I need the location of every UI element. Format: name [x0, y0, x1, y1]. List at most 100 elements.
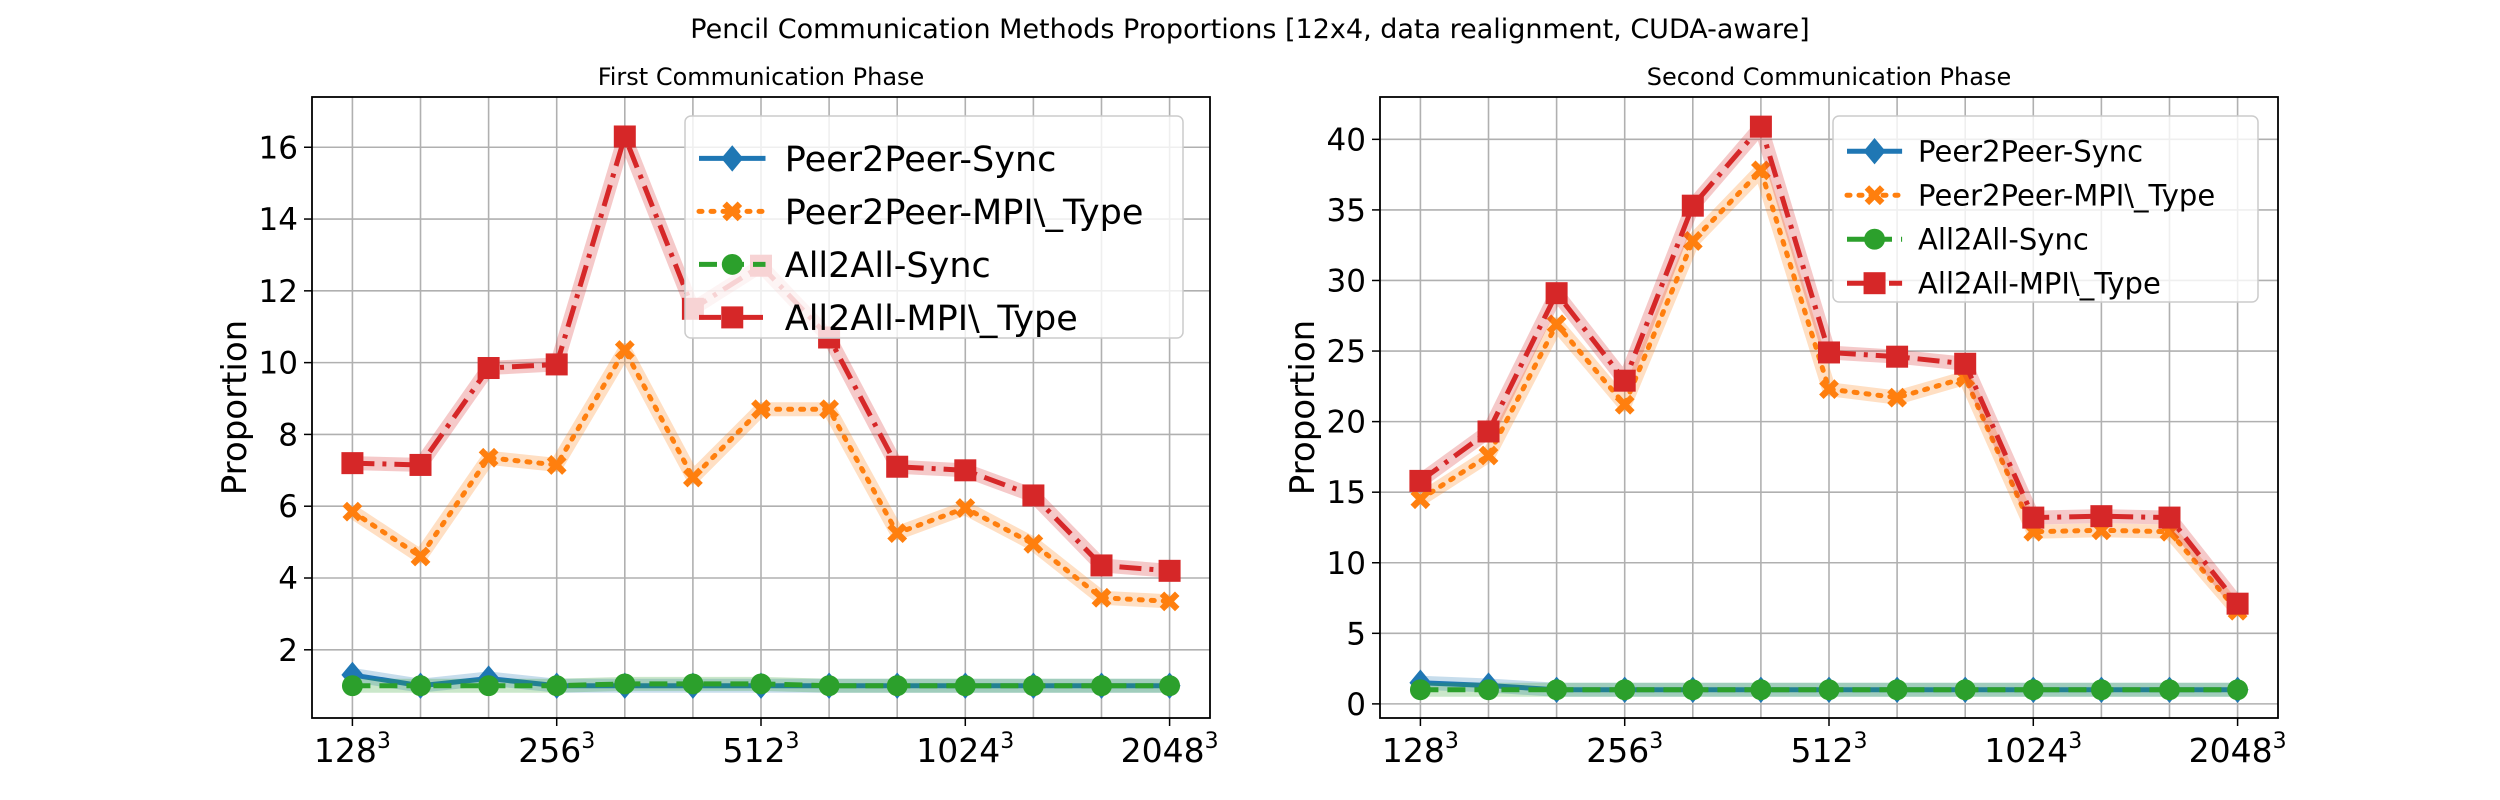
legend-label: Peer2Peer-MPI\_Type [1918, 179, 2215, 213]
data-point [477, 357, 500, 380]
legend-label: Peer2Peer-Sync [785, 140, 1057, 180]
data-point [1023, 534, 1044, 554]
x-tick-label: 10243 [1984, 729, 2082, 770]
data-point [1546, 314, 1567, 335]
legend-marker [721, 253, 743, 275]
data-point [341, 452, 364, 475]
y-tick-label: 40 [1327, 122, 1366, 158]
data-point [341, 661, 364, 689]
data-point [2022, 506, 2045, 529]
data-point [614, 673, 636, 695]
data-point [545, 353, 568, 376]
y-axis-label: Proportion [1283, 320, 1323, 495]
axes-frame [311, 96, 1211, 719]
data-point [750, 673, 772, 695]
data-point [546, 455, 567, 475]
data-point [1818, 679, 1840, 701]
series-all2all-sync [1409, 679, 2249, 701]
series-peer2peer-mpi-type [342, 340, 1180, 612]
data-point [954, 459, 977, 482]
data-point [342, 501, 363, 522]
data-point [1887, 387, 1907, 408]
data-point [1545, 282, 1568, 305]
y-tick-label: 2 [278, 633, 298, 669]
legend-marker [721, 145, 744, 172]
data-point [819, 399, 839, 420]
y-tick-label: 14 [259, 202, 298, 238]
x-tick-label: 2563 [518, 729, 595, 770]
x-tick-label: 5123 [1791, 729, 1868, 770]
data-point [1410, 489, 1431, 510]
data-point [2227, 679, 2249, 701]
data-point [1682, 231, 1703, 251]
data-point [1158, 559, 1181, 582]
data-point [613, 125, 636, 148]
data-point [1614, 679, 1636, 701]
data-point [1749, 115, 1772, 138]
data-point [955, 498, 976, 518]
data-point [478, 447, 499, 468]
data-point [1090, 554, 1113, 577]
y-tick-label: 25 [1327, 334, 1366, 370]
data-point [886, 455, 909, 478]
data-point [682, 673, 704, 695]
series-peer2peer-mpi-type [1410, 160, 2248, 621]
data-point [1613, 369, 1636, 392]
data-point [1546, 679, 1568, 701]
panel-second-communication-phase: Second Communication Phase 0 5 10 15 20 25 30 35… [1283, 63, 2287, 770]
y-tick-label: 15 [1327, 475, 1366, 511]
data-point [1159, 675, 1181, 697]
legend-label: All2All-Sync [1918, 223, 2089, 257]
data-point [751, 399, 771, 420]
data-point [1022, 484, 1045, 507]
data-point [1886, 345, 1909, 368]
data-point [886, 675, 908, 697]
data-point [1818, 341, 1840, 364]
data-point [410, 675, 431, 697]
y-tick-label: 30 [1327, 263, 1366, 299]
data-point [1886, 679, 1908, 701]
y-tick-label: 5 [1346, 616, 1366, 652]
y-tick-label: 16 [259, 130, 298, 166]
y-tick-label: 20 [1327, 405, 1366, 441]
data-point [546, 675, 568, 697]
chart-title: Second Communication Phase [1647, 63, 2011, 91]
data-point [1751, 160, 1771, 181]
x-tick-label: 1283 [314, 729, 391, 770]
data-point [2226, 592, 2249, 615]
data-point [1954, 679, 1976, 701]
x-tick-label: 20483 [2189, 729, 2287, 770]
legend-marker [1864, 185, 1885, 206]
legend-label: All2All-MPI\_Type [1918, 267, 2161, 301]
data-point [614, 340, 635, 360]
y-tick-label: 8 [278, 417, 298, 453]
legend-box [1832, 115, 2259, 303]
legend: Peer2Peer-Sync Peer2Peer-MPI\_Type All2All… [684, 115, 1184, 339]
data-point [1681, 194, 1704, 217]
legend-label: All2All-Sync [785, 246, 991, 286]
legend-marker [1864, 228, 1886, 250]
data-point [1614, 394, 1635, 415]
data-point [818, 675, 840, 697]
data-point [409, 453, 432, 476]
data-point [2022, 679, 2044, 701]
legend: Peer2Peer-Sync Peer2Peer-MPI\_Type All2All… [1832, 115, 2259, 303]
legend-box [684, 115, 1184, 339]
data-point [2090, 679, 2112, 701]
data-point [1682, 679, 1704, 701]
legend-label: All2All-MPI\_Type [785, 299, 1078, 339]
y-tick-label: 6 [278, 489, 298, 525]
axes-frame [1379, 96, 2279, 719]
data-point [1091, 587, 1112, 608]
data-point [1409, 469, 1432, 492]
data-point [410, 546, 431, 567]
data-point [1750, 679, 1772, 701]
data-point [1091, 675, 1112, 697]
x-tick-label: 2563 [1586, 729, 1663, 770]
data-point [2090, 505, 2113, 528]
series-all2all-mpi-type [1409, 115, 2249, 615]
data-point [478, 675, 500, 697]
data-point [1159, 591, 1180, 612]
